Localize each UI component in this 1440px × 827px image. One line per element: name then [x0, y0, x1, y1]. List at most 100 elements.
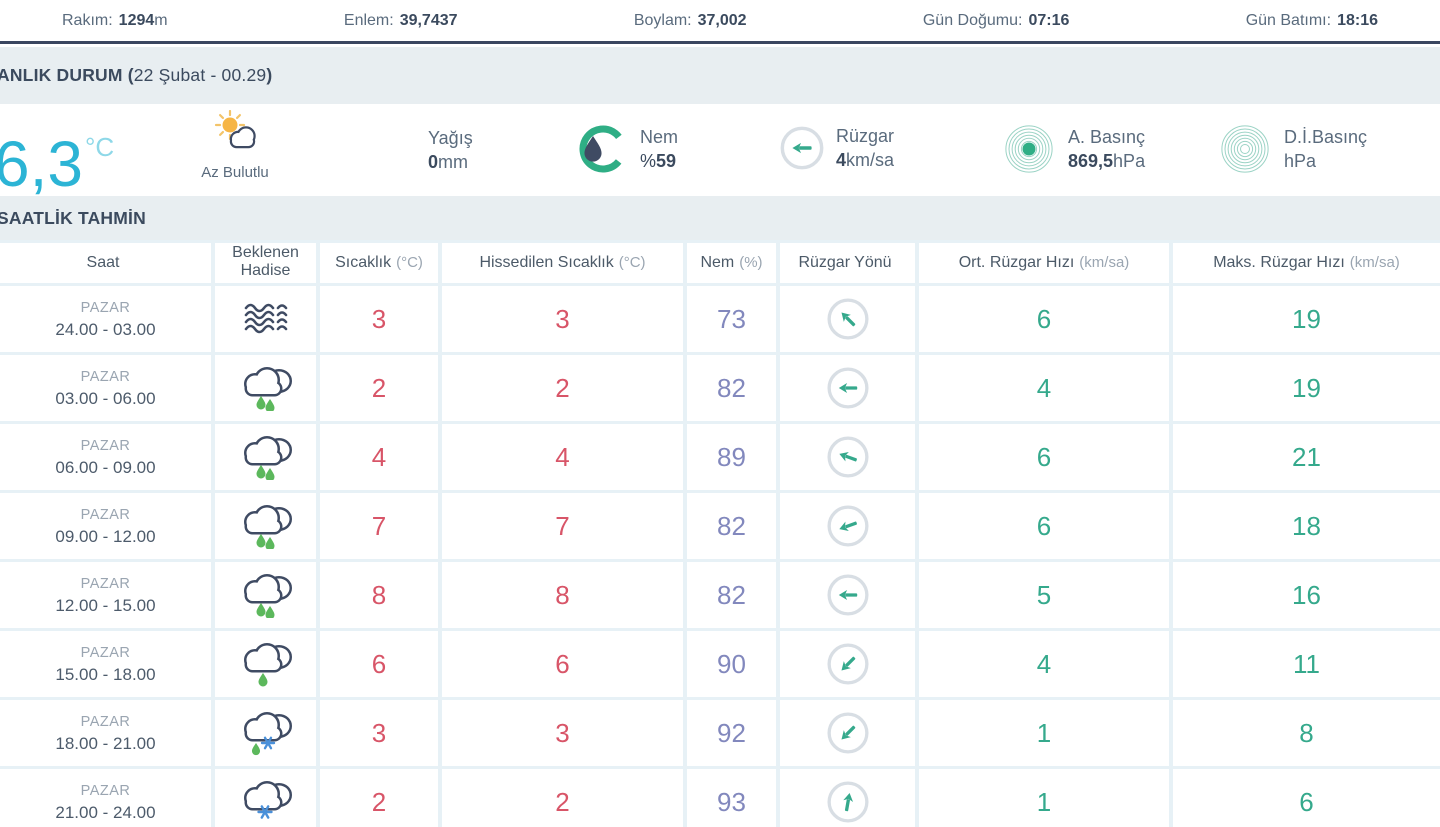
topbar-item-label: Gün Doğumu:	[922, 11, 1023, 29]
wind-direction-cell	[780, 355, 915, 421]
max-wind-cell: 18	[1173, 493, 1440, 559]
current-metric: A. Basınç 869,5hPa	[1000, 120, 1145, 178]
avg-wind-cell: 4	[919, 631, 1169, 697]
row-time: 15.00 - 18.00	[55, 665, 156, 684]
cloud-sleet-icon	[237, 710, 295, 756]
temperature-cell: 3	[320, 286, 438, 352]
weather-icon-cell	[215, 700, 316, 766]
topbar-item-value: 37,002	[697, 11, 747, 29]
topbar-item-label: Rakım:	[62, 11, 113, 29]
topbar-item-value: 1294	[118, 11, 155, 29]
avg-wind-cell: 1	[919, 769, 1169, 827]
column-header: Ort. Rüzgar Hızı (km/sa)	[919, 243, 1169, 283]
humidity-cell: 93	[687, 769, 776, 827]
wind-direction-cell	[780, 631, 915, 697]
cloud-rain-2-icon	[237, 503, 295, 551]
fog-icon	[237, 296, 295, 342]
row-day: PAZAR	[80, 369, 131, 385]
feels-like-cell: 2	[442, 355, 683, 421]
current-condition: Az Bulutlu	[168, 109, 302, 181]
max-wind-cell: 8	[1173, 700, 1440, 766]
max-wind-cell: 6	[1173, 769, 1440, 827]
cloud-rain-2-icon	[237, 365, 295, 413]
metric-value: 4km/sa	[836, 150, 895, 170]
time-cell: PAZAR 21.00 - 24.00	[0, 769, 211, 827]
cloud-snow-icon	[237, 779, 295, 825]
topbar-item-value: 07:16	[1028, 11, 1070, 29]
wind-direction-icon	[825, 365, 871, 411]
column-header: Saat	[0, 243, 211, 283]
humidity-cell: 82	[687, 493, 776, 559]
metric-label: A. Basınç	[1068, 127, 1146, 147]
wind-direction-cell	[780, 769, 915, 827]
wind-direction-icon	[825, 779, 871, 825]
temperature-cell: 7	[320, 493, 438, 559]
avg-wind-cell: 6	[919, 424, 1169, 490]
wind-direction-icon	[825, 572, 871, 618]
topbar-item-unit: m	[154, 11, 168, 29]
temperature-unit: °C	[84, 132, 115, 162]
current-metric: Rüzgar 4km/sa	[778, 124, 894, 172]
humidity-gauge-icon	[576, 122, 630, 176]
column-header: Hissedilen Sıcaklık (°C)	[442, 243, 683, 283]
cloud-rain-2-icon	[237, 434, 295, 482]
temperature-cell: 8	[320, 562, 438, 628]
topbar: Rakım: 1294m Enlem: 39,7437 Boylam: 37,002 …	[0, 0, 1440, 44]
sun-cloud-icon	[168, 109, 302, 162]
humidity-cell: 90	[687, 631, 776, 697]
topbar-item-value: 39,7437	[399, 11, 458, 29]
row-time: 06.00 - 09.00	[55, 458, 156, 477]
weather-icon-cell	[215, 355, 316, 421]
wind-direction-cell	[780, 493, 915, 559]
wind-circle-icon	[778, 124, 826, 172]
wind-direction-icon	[825, 641, 871, 687]
topbar-item-value: 18:16	[1337, 11, 1378, 29]
topbar-item: Rakım: 1294m	[62, 12, 168, 30]
time-cell: PAZAR 15.00 - 18.00	[0, 631, 211, 697]
time-cell: PAZAR 06.00 - 09.00	[0, 424, 211, 490]
temperature-value: 6,3	[0, 128, 83, 200]
feels-like-cell: 8	[442, 562, 683, 628]
weather-icon-cell	[215, 286, 316, 352]
humidity-cell: 82	[687, 562, 776, 628]
feels-like-cell: 7	[442, 493, 683, 559]
time-cell: PAZAR 24.00 - 03.00	[0, 286, 211, 352]
current-section-title: ANLIK DURUM (22 Şubat - 00.29)	[0, 65, 273, 85]
hourly-section-header: SAATLİK TAHMİN	[0, 196, 1440, 240]
feels-like-cell: 3	[442, 700, 683, 766]
topbar-item: Enlem: 39,7437	[344, 12, 458, 30]
column-header: Sıcaklık (°C)	[320, 243, 438, 283]
column-header: Beklenen Hadise	[215, 243, 316, 283]
row-day: PAZAR	[80, 576, 131, 592]
temperature-cell: 3	[320, 700, 438, 766]
weather-icon-cell	[215, 562, 316, 628]
topbar-item-label: Enlem:	[343, 11, 394, 29]
topbar-item: Boylam: 37,002	[634, 12, 747, 30]
row-day: PAZAR	[80, 714, 131, 730]
wind-direction-icon	[825, 710, 871, 756]
max-wind-cell: 19	[1173, 355, 1440, 421]
avg-wind-cell: 6	[919, 286, 1169, 352]
avg-wind-cell: 5	[919, 562, 1169, 628]
topbar-item: Gün Doğumu: 07:16	[923, 12, 1070, 30]
topbar-item: Gün Batımı: 18:16	[1246, 12, 1378, 30]
row-time: 18.00 - 21.00	[55, 734, 156, 753]
avg-wind-cell: 1	[919, 700, 1169, 766]
column-header: Nem (%)	[687, 243, 776, 283]
current-section-header: ANLIK DURUM (22 Şubat - 00.29)	[0, 47, 1440, 104]
row-day: PAZAR	[80, 783, 131, 799]
temperature-cell: 2	[320, 355, 438, 421]
current-temperature: 6,3°C	[0, 112, 114, 217]
metric-label: Yağış	[428, 128, 473, 148]
column-header: Rüzgar Yönü	[780, 243, 915, 283]
temperature-cell: 2	[320, 769, 438, 827]
row-day: PAZAR	[80, 438, 131, 454]
avg-wind-cell: 6	[919, 493, 1169, 559]
row-time: 12.00 - 15.00	[55, 596, 156, 615]
row-time: 09.00 - 12.00	[55, 527, 156, 546]
feels-like-cell: 3	[442, 286, 683, 352]
wind-direction-cell	[780, 424, 915, 490]
wind-direction-cell	[780, 286, 915, 352]
weather-icon-cell	[215, 424, 316, 490]
